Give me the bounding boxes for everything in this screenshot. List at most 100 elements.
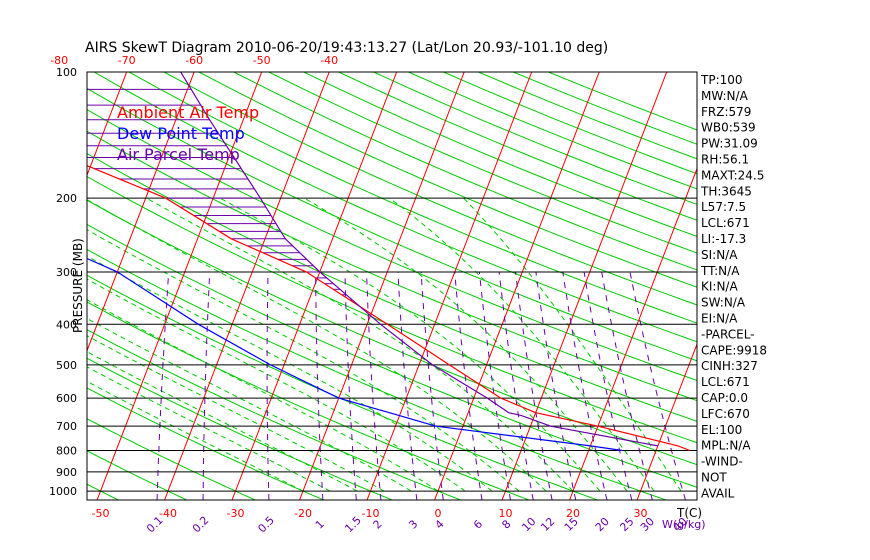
dry-adiabat bbox=[268, 72, 697, 254]
dry-adiabat bbox=[87, 248, 666, 500]
temp-tick-top: -60 bbox=[185, 54, 203, 67]
moist-adiabat bbox=[463, 197, 682, 492]
moist-adiabat bbox=[87, 380, 304, 492]
dry-adiabat bbox=[87, 130, 697, 402]
isotherm bbox=[231, 72, 398, 500]
index-item: SW:N/A bbox=[701, 296, 746, 310]
index-item: MW:N/A bbox=[701, 89, 749, 103]
dry-adiabat bbox=[198, 72, 697, 288]
mixing-ratio-line bbox=[156, 271, 170, 500]
index-item: LFC:670 bbox=[701, 407, 750, 421]
pressure-tick-label: 600 bbox=[56, 392, 77, 405]
index-item: MAXT:24.5 bbox=[701, 168, 764, 182]
temp-tick-bottom: -30 bbox=[227, 507, 245, 520]
dry-adiabat bbox=[87, 109, 697, 382]
isotherm bbox=[87, 72, 195, 353]
air-parcel-temp-profile bbox=[180, 72, 659, 447]
isotherm bbox=[0, 63, 63, 500]
pressure-tick-label: 1000 bbox=[49, 485, 77, 498]
mixing-ratio-label: 2 bbox=[371, 517, 385, 531]
dry-adiabat bbox=[87, 175, 697, 444]
mixing-ratio-label: 6 bbox=[471, 517, 485, 531]
index-item: RH:56.1 bbox=[701, 153, 749, 167]
dry-adiabat bbox=[87, 152, 697, 422]
mixing-ratio-label: 0.2 bbox=[190, 514, 212, 536]
index-item: TH:3645 bbox=[700, 184, 752, 198]
dry-adiabat bbox=[87, 483, 119, 500]
dry-adiabat bbox=[233, 72, 697, 271]
moist-adiabat bbox=[389, 197, 655, 492]
index-item: LI:-17.3 bbox=[701, 232, 746, 246]
y-axis-label: PRESSURE (MB) bbox=[71, 238, 85, 333]
pressure-tick-label: 700 bbox=[56, 420, 77, 433]
index-item: LCL:671 bbox=[701, 375, 750, 389]
mixing-ratio-label: 10 bbox=[519, 515, 538, 534]
index-item: L57:7.5 bbox=[701, 200, 746, 214]
moist-adiabat bbox=[87, 198, 547, 492]
index-item: PW:31.09 bbox=[701, 137, 758, 151]
dry-adiabat bbox=[87, 418, 256, 500]
temp-tick-top: -50 bbox=[253, 54, 271, 67]
temp-tick-bottom: -10 bbox=[362, 507, 380, 520]
isotherm bbox=[840, 63, 870, 500]
dry-adiabat bbox=[93, 72, 697, 343]
temp-tick-top: -70 bbox=[118, 54, 136, 67]
moist-adiabat bbox=[87, 278, 466, 492]
temp-tick-bottom: -40 bbox=[159, 507, 177, 520]
dry-adiabat bbox=[87, 301, 530, 500]
legend-entry: Ambient Air Temp bbox=[117, 103, 259, 122]
pressure-tick-label: 800 bbox=[56, 444, 77, 457]
mixing-unit-label: W(g/kg) bbox=[662, 518, 706, 531]
isotherm bbox=[501, 72, 668, 500]
isotherm bbox=[366, 72, 533, 500]
pressure-tick-label: 300 bbox=[56, 266, 77, 279]
x-axis-unit-label: T(C) bbox=[676, 506, 702, 520]
pressure-tick-label: 500 bbox=[56, 359, 77, 372]
pressure-tick-label: 100 bbox=[56, 66, 77, 79]
isotherm bbox=[434, 72, 600, 500]
dry-adiabat bbox=[87, 450, 187, 500]
temp-tick-top: -80 bbox=[50, 54, 68, 67]
temp-tick-bottom: -20 bbox=[294, 507, 312, 520]
moist-adiabat bbox=[87, 299, 439, 492]
legend-entry: Dew Point Temp bbox=[117, 124, 245, 143]
index-item: FRZ:579 bbox=[701, 105, 751, 119]
index-item: CINH:327 bbox=[701, 359, 758, 373]
pressure-tick-label: 400 bbox=[56, 318, 77, 331]
index-item: AVAIL bbox=[701, 486, 735, 500]
mixing-ratio-line bbox=[583, 271, 633, 500]
moist-adiabat bbox=[87, 366, 331, 492]
mixing-ratio-label: 4 bbox=[433, 517, 447, 531]
moist-adiabat bbox=[87, 351, 358, 492]
index-item: MPL:N/A bbox=[701, 439, 751, 453]
mixing-ratio-label: 1 bbox=[313, 517, 327, 531]
mixing-ratio-line bbox=[601, 271, 653, 500]
mixing-ratio-label: 20 bbox=[593, 515, 612, 534]
dew-point-temp-profile bbox=[87, 257, 623, 452]
index-item: TP:100 bbox=[700, 73, 743, 87]
mixing-ratio-label: 0.5 bbox=[255, 514, 277, 536]
index-item: EI:N/A bbox=[701, 312, 738, 326]
dry-adiabat bbox=[128, 72, 697, 324]
dry-adiabat bbox=[87, 199, 697, 466]
mixing-ratio-line bbox=[498, 271, 534, 500]
temp-tick-bottom: 0 bbox=[435, 507, 442, 520]
dry-adiabat bbox=[87, 387, 324, 500]
index-item: EL:100 bbox=[701, 423, 742, 437]
temp-tick-bottom: -50 bbox=[92, 507, 110, 520]
index-item: -WIND- bbox=[701, 455, 743, 469]
pressure-tick-label: 200 bbox=[56, 192, 77, 205]
isotherm bbox=[569, 167, 697, 500]
dry-adiabat bbox=[87, 223, 697, 488]
index-item: SI:N/A bbox=[701, 248, 738, 262]
mixing-ratio-label: 3 bbox=[406, 517, 420, 531]
mixing-ratio-line bbox=[397, 271, 418, 500]
temp-tick-bottom: 20 bbox=[566, 507, 580, 520]
isotherm bbox=[772, 63, 870, 500]
mixing-ratio-line bbox=[562, 271, 608, 500]
temp-tick-bottom: 10 bbox=[499, 507, 513, 520]
index-item: NOT bbox=[701, 471, 727, 485]
chart-title: AIRS SkewT Diagram 2010-06-20/19:43:13.2… bbox=[85, 40, 608, 56]
temp-tick-top: -40 bbox=[320, 54, 338, 67]
